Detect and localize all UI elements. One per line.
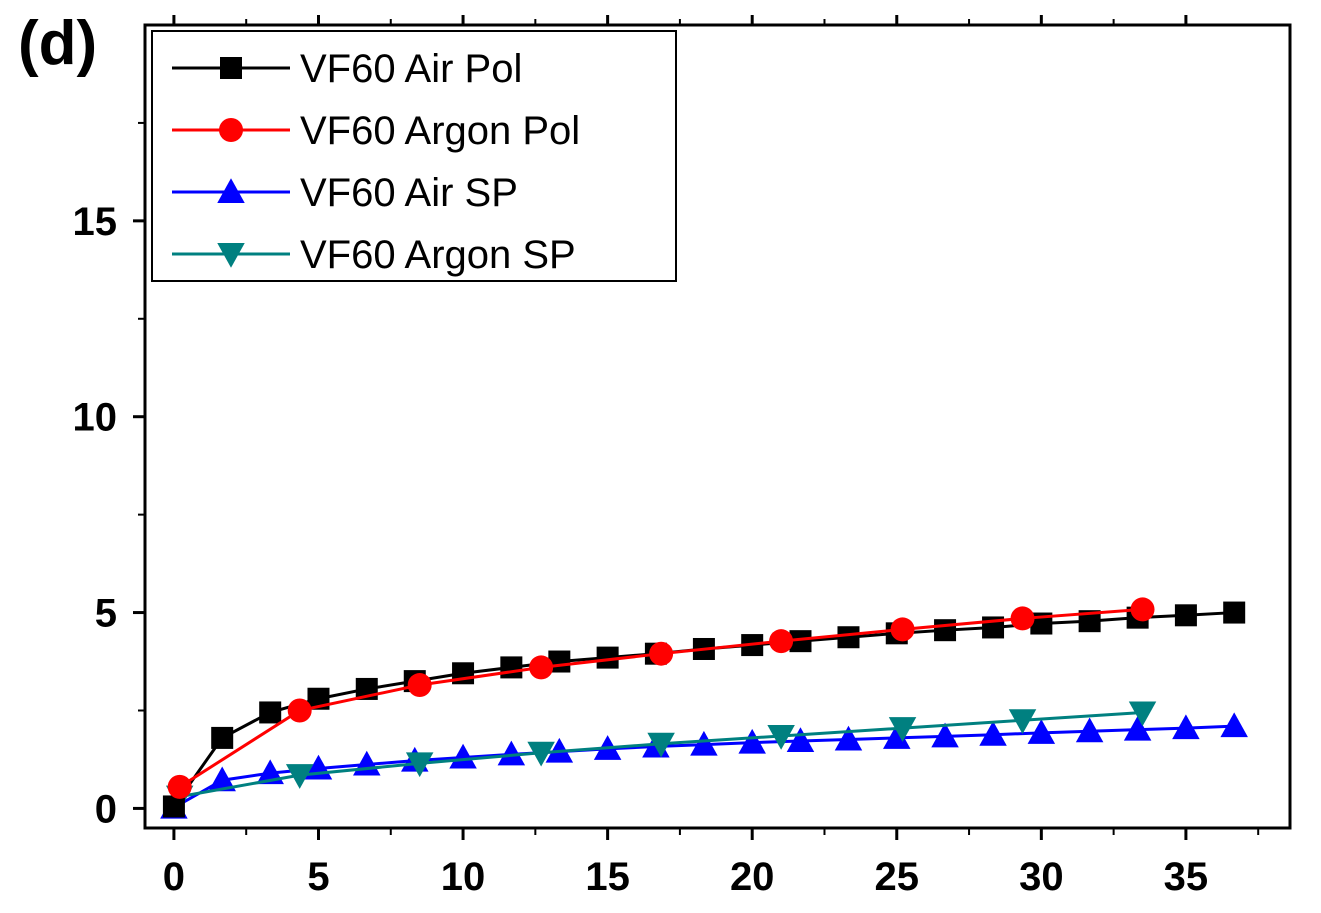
data-point-argon-sp xyxy=(1128,701,1157,727)
legend-marker-argon-sp xyxy=(217,243,245,268)
data-point-air-pol xyxy=(1223,601,1246,624)
data-point-air-sp xyxy=(738,728,766,754)
x-tick-label: 20 xyxy=(730,855,775,899)
plot-frame xyxy=(143,23,1292,830)
data-point-argon-pol xyxy=(1130,597,1155,622)
data-point-argon-sp xyxy=(647,732,675,758)
data-point-air-sp xyxy=(208,766,236,792)
y-tick-label: 15 xyxy=(73,200,118,244)
data-point-argon-pol xyxy=(407,673,432,698)
data-point-air-pol xyxy=(596,646,619,669)
legend-marker-argon-pol xyxy=(219,118,243,142)
legend-label-air-pol: VF60 Air Pol xyxy=(300,47,522,91)
series-argon-sp xyxy=(165,701,1157,811)
x-tick-label: 25 xyxy=(875,855,920,899)
data-point-air-sp xyxy=(834,725,863,751)
data-point-air-pol xyxy=(259,701,282,724)
data-point-air-sp xyxy=(690,730,718,756)
data-point-air-sp xyxy=(1123,715,1152,741)
legend-label-argon-sp: VF60 Argon SP xyxy=(300,233,576,277)
legend-marker-air-sp xyxy=(217,178,245,203)
data-point-air-sp xyxy=(1027,719,1056,744)
data-point-air-sp xyxy=(883,724,911,749)
data-point-air-pol xyxy=(211,726,234,749)
x-tick-label: 10 xyxy=(441,855,486,899)
data-point-argon-sp xyxy=(285,764,314,789)
data-point-argon-pol xyxy=(287,698,312,723)
series-air-sp xyxy=(160,712,1248,819)
data-point-argon-sp xyxy=(405,752,434,778)
data-point-air-sp xyxy=(449,743,477,769)
data-point-air-pol xyxy=(500,656,523,679)
data-point-air-sp xyxy=(979,721,1007,746)
data-point-air-sp xyxy=(786,727,815,753)
series-air-pol xyxy=(162,601,1246,818)
legend-marker-air-pol xyxy=(220,57,242,79)
data-point-argon-pol xyxy=(649,641,674,666)
data-point-argon-sp xyxy=(527,741,555,767)
data-point-argon-sp xyxy=(767,724,795,750)
x-tick-label: 30 xyxy=(1019,855,1064,899)
data-point-air-pol xyxy=(837,626,860,649)
data-point-air-sp xyxy=(1220,712,1248,738)
data-point-air-pol xyxy=(1078,610,1101,633)
data-point-argon-pol xyxy=(529,655,554,680)
series-argon-pol xyxy=(167,597,1155,799)
data-point-air-sp xyxy=(1075,717,1104,743)
data-point-argon-sp xyxy=(1008,709,1037,735)
data-point-air-pol xyxy=(789,630,812,653)
x-tick-label: 0 xyxy=(163,855,185,899)
data-point-air-pol xyxy=(1174,604,1197,627)
y-tick-label: 0 xyxy=(95,787,117,831)
panel-label: (d) xyxy=(18,9,98,78)
x-tick-label: 5 xyxy=(307,855,329,899)
legend-label-air-sp: VF60 Air SP xyxy=(300,171,518,215)
data-point-argon-pol xyxy=(890,617,915,642)
data-point-argon-pol xyxy=(1010,606,1035,631)
x-tick-label: 15 xyxy=(585,855,630,899)
x-tick-label: 35 xyxy=(1164,855,1209,899)
data-point-argon-pol xyxy=(167,774,192,799)
y-tick-label: 10 xyxy=(73,396,118,440)
data-point-argon-pol xyxy=(769,629,794,654)
data-point-argon-sp xyxy=(888,717,917,742)
data-point-air-pol xyxy=(934,619,957,642)
data-point-air-pol xyxy=(162,795,185,818)
data-point-air-sp xyxy=(1172,714,1200,740)
y-tick-label: 5 xyxy=(95,592,117,636)
data-point-air-sp xyxy=(931,722,959,748)
legend-label-argon-pol: VF60 Argon Pol xyxy=(300,109,580,153)
data-point-air-sp xyxy=(497,740,526,766)
